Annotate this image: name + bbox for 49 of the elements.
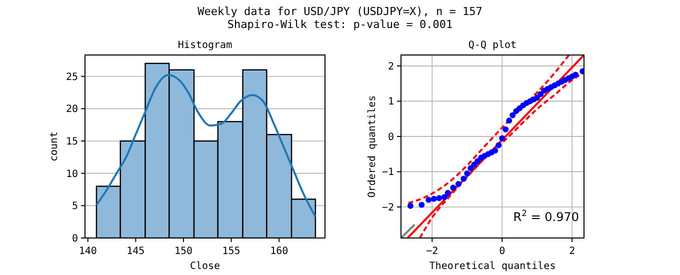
x-axis-title: Close [190, 261, 220, 272]
x-tick-label: 160 [270, 246, 288, 257]
y-tick-label: −1 [382, 167, 394, 178]
x-axis-title: Theoretical quantiles [429, 261, 556, 272]
text: Shapiro-Wilk test: p-value = 0.001 [227, 18, 453, 31]
x-tick-label: 2 [569, 246, 576, 257]
chart-title: Histogram [178, 40, 232, 51]
y-tick-label: −2 [382, 202, 394, 214]
point [496, 142, 502, 148]
point [492, 148, 498, 154]
point [506, 118, 512, 124]
point [418, 202, 425, 208]
point [538, 91, 544, 98]
x-tick-label: −2 [426, 246, 438, 257]
y-axis-title: Ordered quantiles [367, 95, 378, 198]
point [471, 162, 478, 168]
x-tick-label: 145 [126, 246, 145, 257]
chart-title: Q-Q plot [468, 40, 517, 51]
point [441, 194, 448, 200]
point [460, 176, 467, 182]
point [450, 184, 456, 191]
y-tick-label: 1 [388, 96, 394, 108]
x-tick-label: 150 [174, 246, 193, 257]
point [407, 202, 414, 209]
point [444, 190, 451, 196]
point [464, 170, 470, 176]
point [426, 196, 432, 203]
x-tick-label: 140 [78, 246, 97, 257]
y-tick-label: 10 [66, 168, 78, 180]
point [502, 126, 509, 132]
y-tick-label: 5 [72, 201, 78, 212]
x-tick-label: 155 [222, 246, 240, 257]
y-tick-label: 25 [66, 72, 78, 83]
point [474, 158, 481, 164]
point [510, 112, 516, 118]
y-tick-label: 0 [388, 132, 394, 143]
y-tick-label: 20 [66, 104, 78, 116]
point [499, 135, 506, 142]
point [436, 195, 442, 202]
y-axis-title: count [49, 131, 60, 162]
y-tick-label: 0 [72, 234, 78, 244]
point [430, 196, 437, 202]
point [455, 181, 462, 188]
text: Weekly data for USD/JPY (USDJPY=X), n = 157 [198, 5, 482, 18]
point [572, 72, 579, 78]
y-tick-label: 15 [66, 136, 78, 148]
annotation: R$^{2}$ = 0.970 [513, 208, 579, 224]
x-tick-label: 0 [499, 246, 506, 257]
y-tick-label: 2 [388, 61, 394, 72]
